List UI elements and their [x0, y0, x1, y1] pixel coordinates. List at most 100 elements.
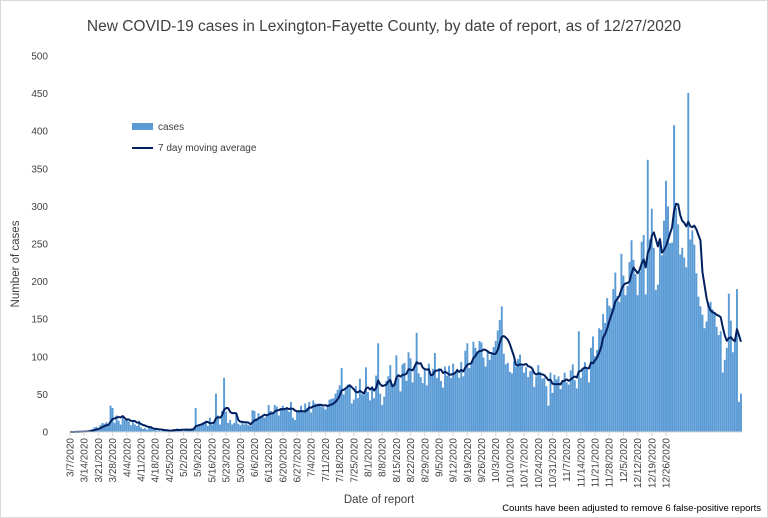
case-bar — [454, 373, 457, 432]
case-bar — [275, 406, 278, 432]
case-bar — [178, 430, 181, 432]
case-bar — [200, 424, 203, 432]
case-bar — [715, 326, 718, 432]
case-bar — [281, 405, 284, 432]
case-bar — [433, 353, 436, 432]
case-bar — [697, 296, 700, 432]
case-bar — [381, 404, 384, 432]
case-bar — [719, 331, 722, 432]
x-tick-label: 4/25/2020 — [165, 438, 176, 483]
case-bar — [273, 404, 276, 432]
case-bar — [158, 430, 161, 432]
case-bar — [152, 429, 155, 432]
case-bar — [521, 365, 524, 432]
x-tick-label: 12/19/2020 — [647, 438, 658, 488]
case-bar — [231, 424, 234, 432]
case-bar — [721, 372, 724, 432]
case-bar — [115, 415, 118, 432]
x-tick-label: 8/8/2020 — [378, 438, 389, 477]
case-bar — [480, 342, 483, 432]
y-tick-label: 300 — [31, 202, 48, 213]
case-bar — [279, 407, 282, 432]
case-bar — [97, 428, 100, 432]
case-bar — [717, 334, 720, 432]
x-tick-label: 11/21/2020 — [591, 438, 602, 488]
case-bar — [144, 428, 146, 432]
x-tick-label: 10/24/2020 — [534, 438, 545, 488]
case-bar — [401, 364, 404, 432]
x-tick-label: 7/11/2020 — [321, 438, 332, 482]
case-bar — [504, 364, 507, 432]
x-tick-label: 3/14/2020 — [80, 438, 91, 483]
case-bar — [608, 305, 611, 432]
case-bar — [247, 425, 250, 432]
x-tick-label: 5/2/2020 — [179, 438, 190, 477]
case-bar — [713, 312, 716, 432]
case-bar — [502, 353, 505, 432]
case-bar — [567, 384, 570, 432]
case-bar — [202, 422, 205, 432]
case-bar — [194, 407, 197, 432]
case-bar — [409, 358, 412, 432]
case-bar — [512, 361, 515, 432]
case-bar — [188, 430, 191, 432]
case-bar — [476, 352, 479, 432]
case-bar — [237, 423, 240, 432]
case-bar — [533, 386, 536, 432]
case-bar — [148, 427, 151, 432]
x-tick-label: 9/19/2020 — [463, 438, 474, 483]
y-tick-label: 400 — [31, 127, 48, 138]
case-bar — [131, 422, 134, 432]
case-bar — [458, 377, 461, 432]
case-bar — [525, 367, 528, 432]
case-bar — [626, 286, 629, 432]
x-tick-label: 6/13/2020 — [264, 438, 275, 483]
case-bar — [555, 379, 558, 432]
case-bar — [328, 399, 331, 432]
x-tick-label: 11/7/2020 — [562, 438, 573, 482]
case-bar — [612, 289, 615, 432]
case-bar — [127, 421, 130, 432]
case-bar — [298, 410, 301, 432]
x-tick-label: 10/10/2020 — [505, 438, 516, 488]
case-bar — [326, 405, 329, 432]
x-tick-label: 10/31/2020 — [548, 438, 559, 488]
case-bar — [425, 385, 428, 432]
case-bar — [537, 365, 540, 432]
case-bar — [557, 376, 560, 432]
case-bar — [196, 425, 199, 432]
case-bar — [263, 417, 266, 432]
case-bar — [243, 424, 246, 432]
case-bar — [527, 377, 530, 432]
case-bar — [360, 394, 363, 432]
case-bar — [290, 401, 292, 432]
case-bar — [632, 259, 635, 432]
case-bar — [296, 410, 299, 432]
x-tick-label: 8/15/2020 — [392, 438, 403, 483]
case-bar — [362, 395, 365, 432]
case-bar — [245, 423, 248, 432]
case-bar — [446, 375, 449, 432]
case-bar — [133, 424, 136, 432]
case-bar — [287, 411, 290, 432]
x-tick-label: 8/29/2020 — [420, 438, 431, 483]
case-bar — [462, 376, 465, 432]
case-bar — [705, 321, 708, 432]
case-bar — [573, 380, 576, 432]
case-bar — [484, 366, 487, 432]
case-bar — [531, 370, 534, 432]
case-bar — [212, 422, 215, 432]
case-bar — [606, 298, 609, 432]
case-bar — [371, 386, 374, 432]
case-bar — [383, 396, 386, 432]
case-bar — [486, 350, 489, 432]
case-bar — [431, 368, 434, 432]
x-tick-label: 3/7/2020 — [66, 438, 77, 477]
case-bar — [581, 368, 584, 432]
case-bar — [340, 368, 343, 432]
y-tick-label: 500 — [31, 52, 48, 63]
case-bar — [622, 275, 625, 432]
case-bar — [725, 347, 728, 432]
y-tick-label: 100 — [31, 352, 48, 363]
case-bar — [677, 224, 680, 432]
